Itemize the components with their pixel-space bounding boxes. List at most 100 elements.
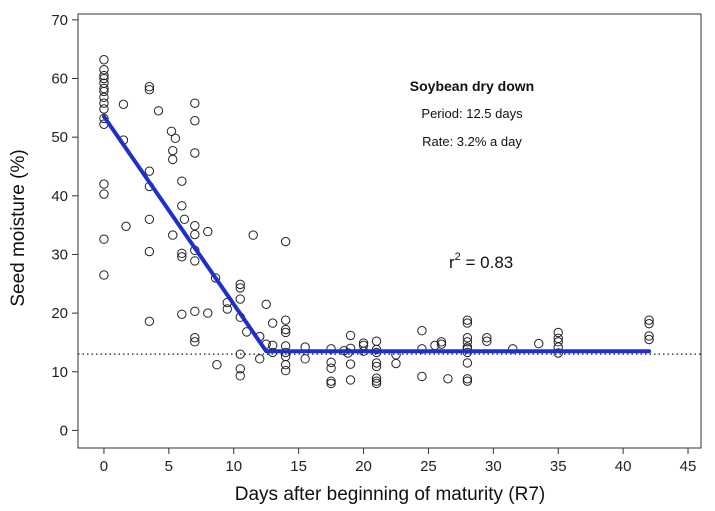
data-point (345, 375, 356, 385)
data-point (443, 374, 453, 384)
data-point (462, 318, 473, 328)
data-point (462, 358, 473, 368)
annotation-period: Period: 12.5 days (421, 106, 523, 121)
x-tick-label: 30 (485, 458, 502, 475)
data-point (144, 82, 155, 92)
data-point (144, 214, 155, 224)
data-point (168, 154, 178, 165)
data-point (153, 106, 164, 116)
data-point (326, 363, 336, 373)
data-point (118, 99, 129, 110)
annotation-title: Soybean dry down (410, 78, 534, 94)
x-tick-label: 40 (615, 458, 632, 475)
data-point (235, 294, 245, 304)
data-point (371, 358, 382, 368)
data-point (99, 104, 109, 114)
data-point (417, 326, 427, 336)
y-tick-label: 30 (51, 246, 68, 263)
data-point (371, 378, 382, 389)
data-point (436, 337, 447, 347)
data-point (462, 374, 473, 384)
data-point (99, 92, 109, 102)
data-point (280, 360, 291, 370)
data-point (168, 230, 178, 240)
x-axis-label: Days after beginning of maturity (R7) (235, 484, 545, 505)
data-point (371, 361, 382, 372)
data-point (203, 226, 213, 237)
data-point (534, 338, 544, 349)
data-point (99, 73, 109, 84)
data-point (222, 304, 232, 314)
fit-line (102, 114, 652, 354)
data-point (326, 357, 336, 368)
annotation-rate: Rate: 3.2% a day (422, 134, 522, 149)
data-point (482, 336, 492, 346)
data-point (177, 309, 187, 319)
y-axis-label: Seed moisture (%) (8, 149, 29, 306)
x-tick-label: 0 (100, 458, 108, 475)
data-point (212, 360, 222, 370)
data-point (462, 333, 473, 343)
data-point (482, 333, 492, 343)
data-point (417, 371, 427, 382)
data-point (371, 336, 382, 346)
data-point (99, 55, 109, 65)
data-point (99, 189, 109, 199)
data-point (326, 376, 336, 386)
data-point (280, 315, 291, 325)
data-point (280, 365, 291, 376)
data-point (144, 166, 155, 176)
data-point (190, 333, 200, 343)
y-tick-label: 10 (51, 364, 68, 381)
data-point (170, 133, 181, 144)
data-point (280, 324, 291, 335)
data-point (235, 371, 245, 381)
data-point (553, 327, 563, 338)
y-tick-label: 60 (51, 71, 68, 88)
x-tick-label: 20 (355, 458, 372, 475)
data-point (267, 318, 278, 328)
data-point (391, 358, 401, 369)
data-point (121, 221, 131, 232)
data-point (248, 230, 258, 240)
data-point (300, 354, 310, 364)
data-point (280, 327, 291, 338)
data-point (190, 337, 200, 347)
data-point (99, 98, 109, 108)
data-point (177, 248, 187, 258)
data-point (235, 349, 245, 359)
data-point (462, 376, 473, 386)
data-point (255, 354, 265, 364)
data-point (190, 148, 200, 158)
data-point (190, 306, 200, 317)
data-point (371, 376, 382, 386)
data-point (177, 201, 187, 211)
data-point (326, 378, 336, 389)
data-point (210, 273, 221, 283)
data-point (168, 145, 178, 156)
data-point (177, 176, 187, 186)
data-point (280, 236, 291, 247)
data-point (99, 113, 109, 124)
y-axis: 0 10 20 30 40 50 60 70 (51, 12, 78, 439)
data-point (235, 279, 245, 290)
x-tick-label: 25 (420, 458, 437, 475)
data-point (235, 364, 245, 374)
r-squared-label: r2 = 0.83 (449, 251, 513, 272)
y-tick-label: 50 (51, 129, 68, 146)
data-point (99, 270, 109, 280)
data-point (190, 116, 200, 126)
data-point (99, 234, 109, 244)
data-point (345, 359, 356, 369)
data-point (144, 246, 155, 257)
data-point (99, 86, 109, 97)
data-point (190, 221, 200, 231)
y-tick-label: 20 (51, 305, 68, 322)
y-tick-label: 0 (60, 422, 68, 439)
data-point (203, 308, 213, 318)
x-tick-label: 45 (680, 458, 697, 475)
data-point (371, 373, 382, 383)
data-point (261, 299, 271, 310)
